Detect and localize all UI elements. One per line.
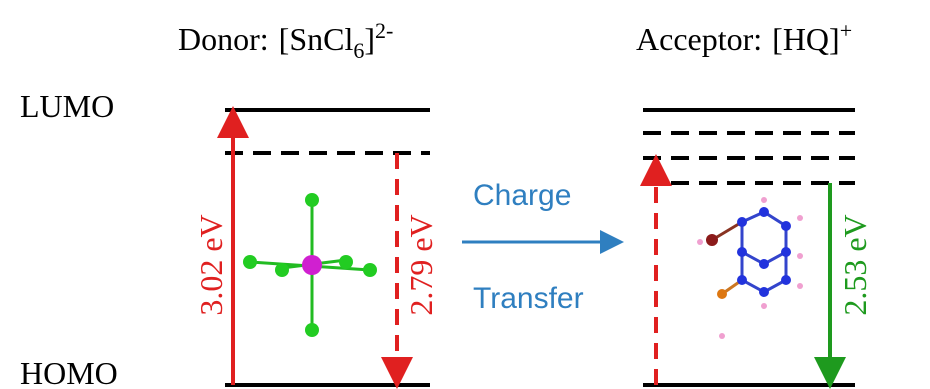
- hq-molecule: [697, 197, 803, 339]
- acceptor-title: Acceptor: [HQ]+: [636, 18, 852, 57]
- acceptor-emission-label: 2.53 eV: [837, 214, 873, 315]
- donor-formula: [SnCl: [279, 21, 354, 57]
- donor-label: Donor:: [178, 21, 269, 57]
- donor-close: ]: [364, 21, 375, 57]
- transfer-line2: Transfer: [473, 282, 584, 315]
- donor-levels: [225, 110, 430, 385]
- diagram: Donor: [SnCl6]2- Acceptor: [HQ]+ LUMO HOMO…: [0, 0, 930, 389]
- lumo-label: LUMO: [20, 88, 114, 124]
- acceptor-levels: [643, 110, 855, 385]
- donor-charge: 2-: [375, 18, 393, 43]
- transfer-line1: Charge: [473, 179, 571, 212]
- homo-label: HOMO: [20, 355, 118, 389]
- sncl6-molecule: [243, 193, 377, 337]
- donor-emission-label: 2.79 eV: [403, 214, 439, 315]
- donor-subscript: 6: [353, 38, 364, 63]
- acceptor-formula: [HQ]: [772, 21, 840, 57]
- donor-title: Donor: [SnCl6]2-: [178, 18, 393, 63]
- donor-absorption-label: 3.02 eV: [193, 214, 229, 315]
- acceptor-label: Acceptor:: [636, 21, 762, 57]
- acceptor-charge: +: [840, 18, 852, 43]
